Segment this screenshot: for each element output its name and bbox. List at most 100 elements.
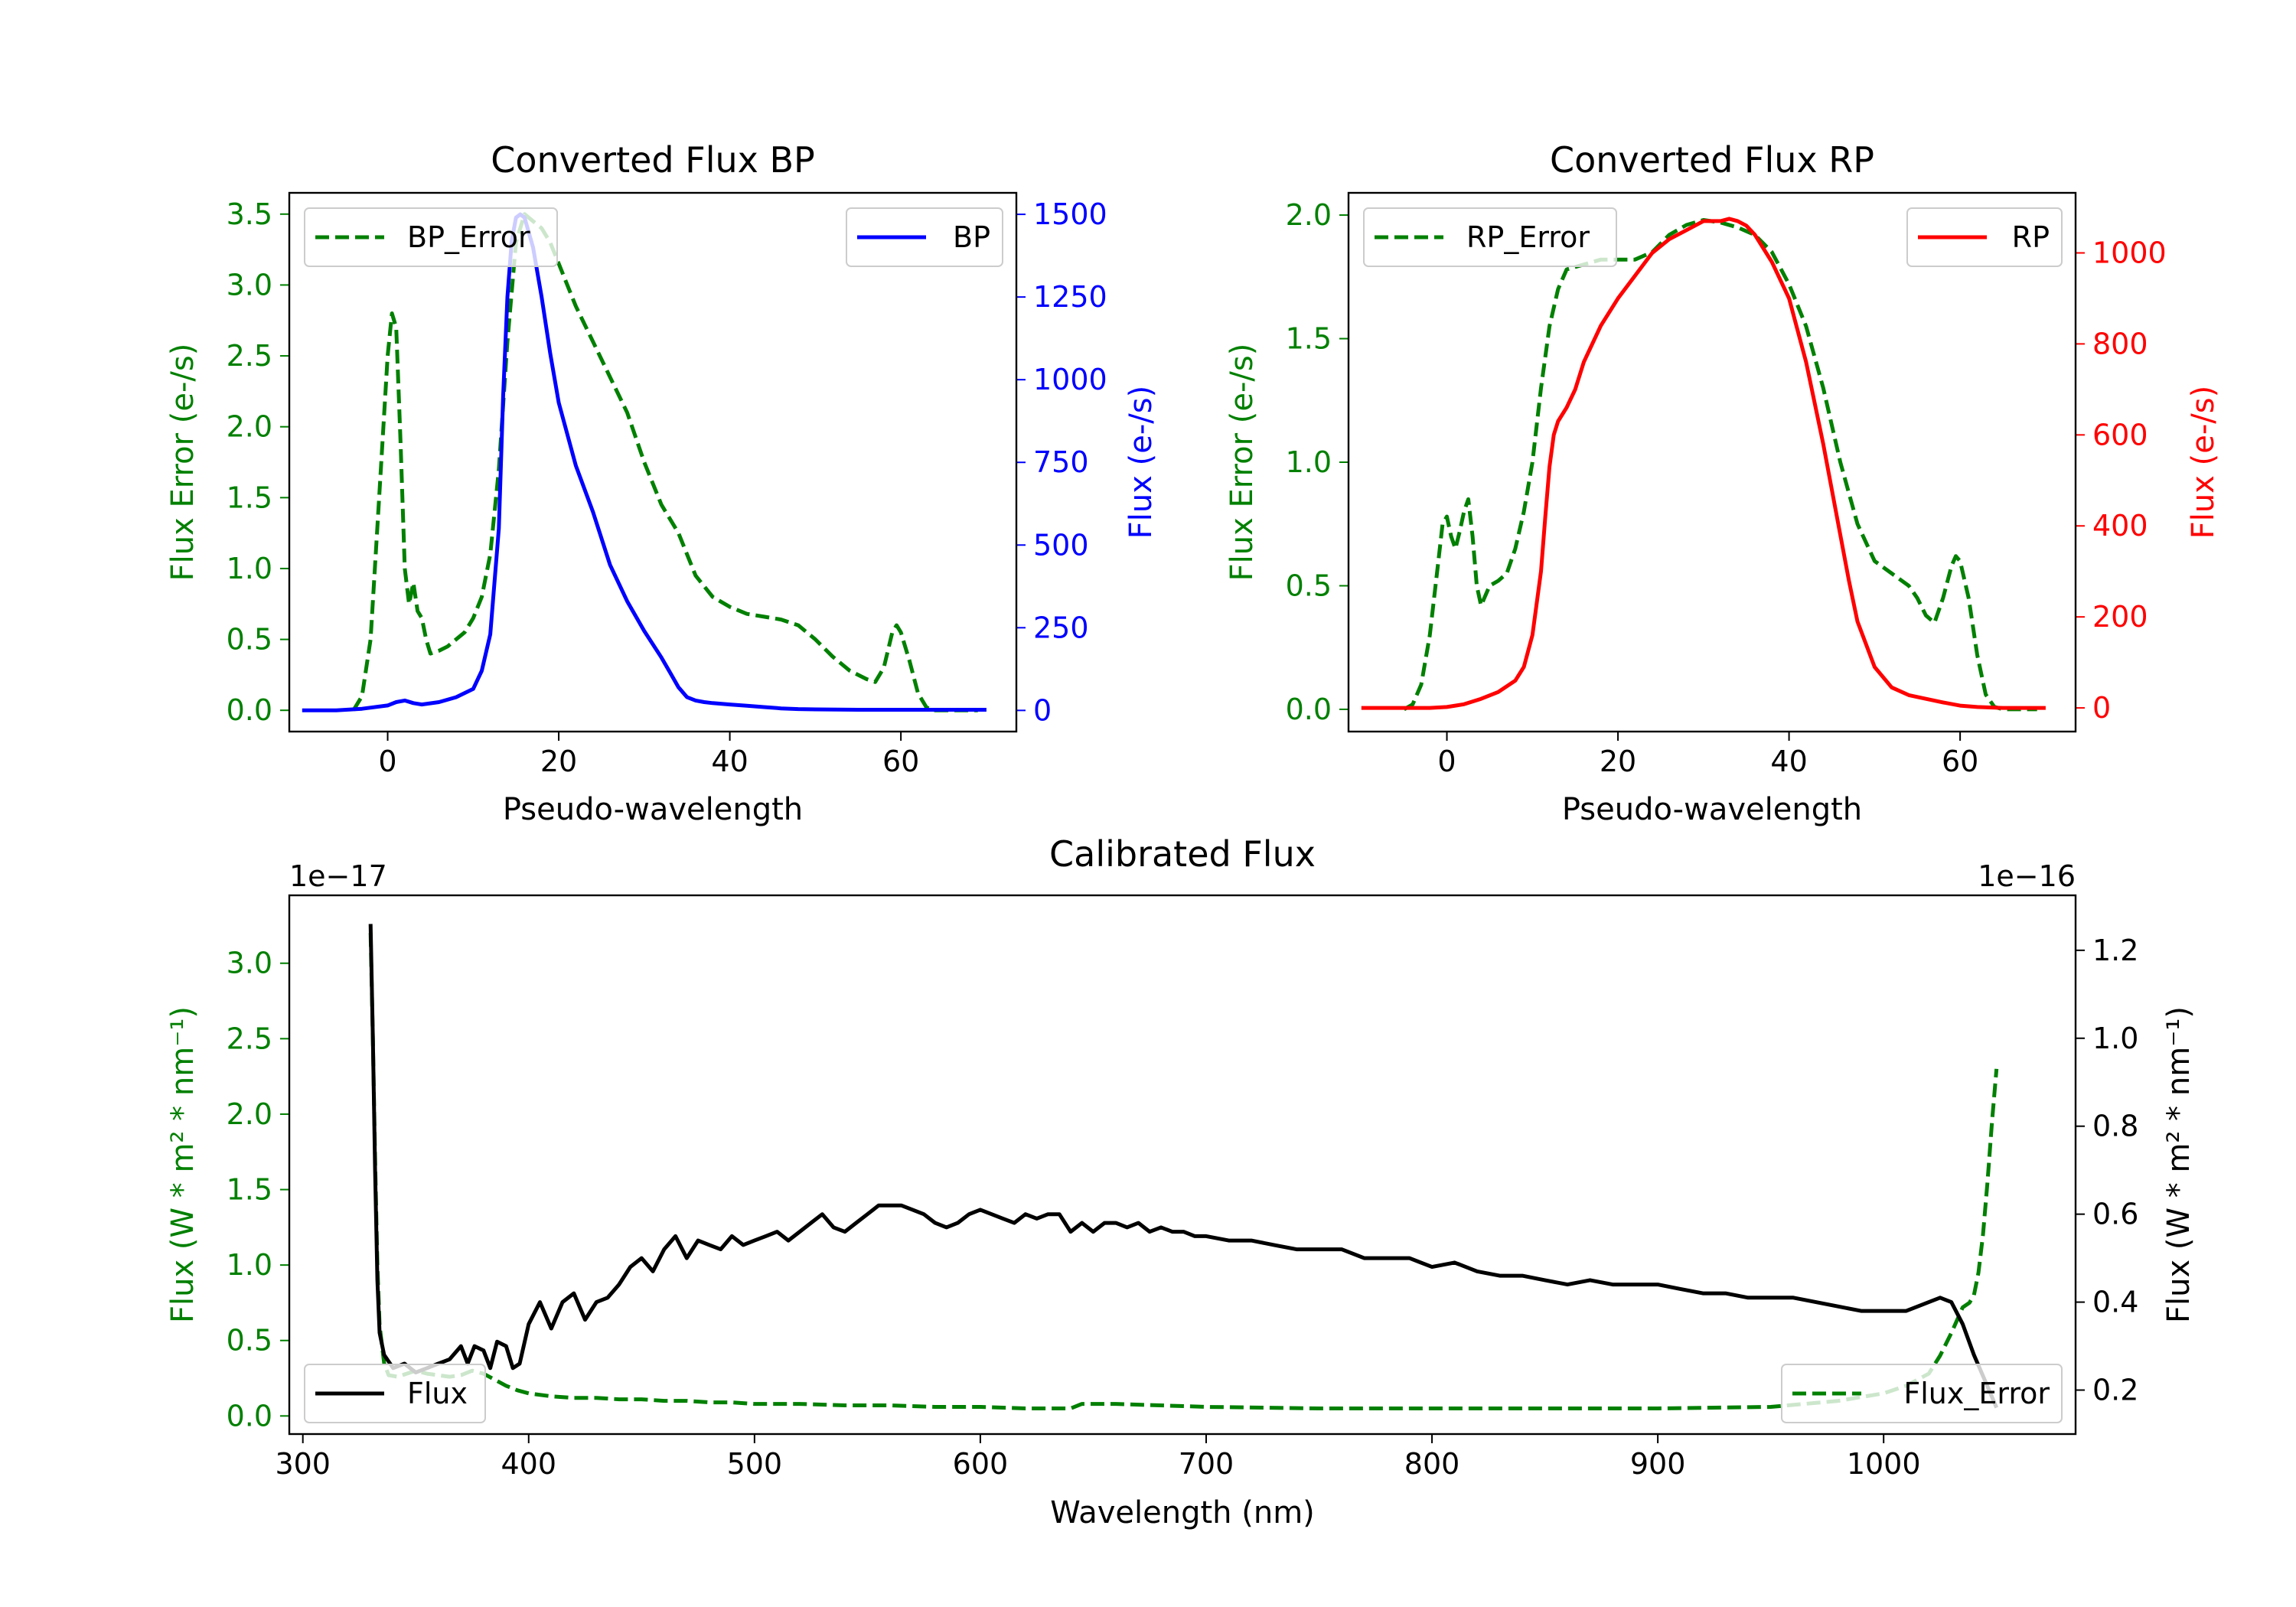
panel-bp-legend-left-box (304, 207, 558, 267)
panel-calibrated-x-tick-label-6: 900 (1630, 1447, 1686, 1481)
panel-calibrated-right-y-label: Flux (W * m² * nm⁻¹) (2161, 1006, 2197, 1323)
panel-calibrated-legend-left: Flux (304, 1364, 486, 1423)
panel-calibrated-left-tick-label-1: 0.5 (227, 1324, 272, 1358)
panel-rp-left-tick-label-2: 1.0 (1286, 445, 1332, 479)
panel-bp-x-label: Pseudo-wavelength (503, 792, 803, 827)
panel-rp-legend-left-label: RP_Error (1466, 220, 1590, 254)
panel-calibrated-right-tick-label-3: 0.8 (2092, 1110, 2138, 1143)
panel-rp-right-tick-label-0: 0 (2092, 691, 2111, 725)
panel-rp-series-rp-error (1403, 218, 2037, 712)
panel-rp-right-tick-label-2: 400 (2092, 509, 2148, 543)
panel-bp-left-y-label: Flux Error (e-/s) (165, 344, 201, 582)
panel-calibrated-legend-left-label: Flux (407, 1377, 468, 1410)
panel-calibrated-x-tick-label-4: 700 (1179, 1447, 1234, 1481)
panel-calibrated-series-flux (368, 924, 1998, 1409)
panel-rp-legend-left: RP_Error (1363, 207, 1617, 267)
panel-bp-right-tick-label-0: 0 (1033, 693, 1052, 727)
panel-bp-x-tick-label-1: 20 (540, 745, 577, 778)
panel-rp-right-y-label: Flux (e-/s) (2186, 386, 2221, 539)
panel-calibrated-offset-right: 1e−16 (1978, 859, 2076, 893)
panel-calibrated-left-tick-label-0: 0.0 (227, 1399, 272, 1433)
panel-bp-right-tick-label-4: 1000 (1033, 363, 1107, 396)
panel-bp-series-bp (302, 212, 987, 712)
panel-calibrated-right-tick-label-2: 0.6 (2092, 1198, 2138, 1231)
panel-rp-left-tick-label-4: 2.0 (1286, 198, 1332, 232)
panel-calibrated-x-tick-label-3: 600 (953, 1447, 1009, 1481)
panel-bp-x-tick-label-2: 40 (711, 745, 748, 778)
panel-bp-right-tick-label-1: 250 (1033, 611, 1089, 644)
panel-calibrated-x-tick-label-1: 400 (501, 1447, 557, 1481)
panel-calibrated-right-tick-label-1: 0.4 (2092, 1286, 2138, 1319)
panel-rp-frame (1347, 191, 2077, 733)
panel-calibrated-x-tick-label-7: 1000 (1847, 1447, 1921, 1481)
panel-rp-plot: 0 20 40 60 0.0 0.5 1.0 1.5 2.0 0 200 400 600 800 1000 (1286, 198, 2167, 778)
panel-rp-title: Converted Flux RP (1550, 139, 1874, 181)
panel-calibrated-legend-right-box (1781, 1364, 2063, 1423)
panel-bp-right-tick-label-5: 1250 (1033, 280, 1107, 314)
panel-bp-frame (288, 191, 1018, 733)
panel-calibrated-right-tick-label-0: 0.2 (2092, 1374, 2138, 1407)
panel-rp-right-tick-label-5: 1000 (2092, 236, 2167, 269)
panel-calibrated-left-tick-label-2: 1.0 (227, 1248, 272, 1282)
panel-rp-legend-left-box (1363, 207, 1617, 267)
panel-calibrated-left-tick-label-6: 3.0 (227, 947, 272, 980)
panel-bp-right-tick-label-2: 500 (1033, 528, 1089, 562)
panel-calibrated-right-tick-label-4: 1.0 (2092, 1022, 2138, 1055)
panel-bp-legend-right: BP (846, 207, 1003, 267)
panel-bp-left-tick-label-0: 0.0 (227, 693, 272, 727)
panel-calibrated-legend-right: Flux_Error (1781, 1364, 2063, 1423)
panel-rp-right-tick-label-3: 600 (2092, 418, 2148, 451)
panel-calibrated-x-tick-label-5: 800 (1404, 1447, 1460, 1481)
panel-calibrated-x-tick-label-2: 500 (727, 1447, 783, 1481)
panel-bp-legend-right-label: BP (953, 220, 990, 254)
panel-calibrated-legend-left-box (304, 1364, 486, 1423)
panel-bp-left-tick-label-5: 2.5 (227, 339, 272, 373)
panel-rp-x-label: Pseudo-wavelength (1562, 792, 1862, 827)
panel-bp-right-tick-label-6: 1500 (1033, 197, 1107, 231)
panel-calibrated-left-y-label: Flux (W * m² * nm⁻¹) (165, 1006, 201, 1323)
panel-rp-left-tick-label-0: 0.0 (1286, 693, 1332, 726)
panel-bp-left-tick-label-6: 3.0 (227, 268, 272, 302)
panel-rp-x-tick-label-0: 0 (1437, 745, 1456, 778)
panel-calibrated-x-label: Wavelength (nm) (1050, 1495, 1315, 1530)
panel-calibrated-offset-left: 1e−17 (289, 859, 387, 893)
panel-rp-right-tick-label-1: 200 (2092, 600, 2148, 634)
panel-bp-left-tick-label-1: 0.5 (227, 623, 272, 657)
panel-rp-legend-right: RP (1906, 207, 2063, 267)
panel-bp-left-tick-label-2: 1.0 (227, 552, 272, 585)
panel-rp-left-tick-label-3: 1.5 (1286, 322, 1332, 356)
panel-rp-x-tick-label-3: 60 (1942, 745, 1978, 778)
panel-bp-legend-left-label: BP_Error (407, 220, 530, 254)
panel-bp-legend-left: BP_Error (304, 207, 558, 267)
panel-rp-left-y-label: Flux Error (e-/s) (1225, 344, 1260, 582)
panel-bp-x-tick-label-3: 60 (882, 745, 919, 778)
panel-rp-series-rp (1361, 217, 2046, 710)
panel-calibrated-frame (288, 894, 2077, 1436)
panel-rp-right-tick-label-4: 800 (2092, 327, 2148, 360)
panel-calibrated-left-tick-label-4: 2.0 (227, 1097, 272, 1131)
panel-bp-title: Converted Flux BP (491, 139, 815, 181)
panel-bp-left-tick-label-7: 3.5 (227, 197, 272, 231)
panel-bp-series-bp-error (351, 212, 978, 712)
panel-calibrated-plot: 300 400 500 600 700 800 900 1000 0.0 0.5 1.0 1.5 2.0… (227, 924, 2138, 1481)
panel-calibrated-legend-right-label: Flux_Error (1903, 1377, 2050, 1410)
panel-bp-left-tick-label-4: 2.0 (227, 410, 272, 444)
panel-calibrated-left-tick-label-3: 1.5 (227, 1173, 272, 1207)
panel-bp-right-tick-label-3: 750 (1033, 445, 1089, 479)
panel-rp: Converted Flux RP 0 20 40 60 0.0 0.5 1.0 1.5 2.0… (1225, 139, 2221, 827)
panel-rp-x-tick-label-2: 40 (1770, 745, 1807, 778)
panel-bp-left-tick-label-3: 1.5 (227, 481, 272, 514)
panel-rp-left-tick-label-1: 0.5 (1286, 569, 1332, 602)
panel-calibrated-x-tick-label-0: 300 (275, 1447, 331, 1481)
panel-bp-x-tick-label-0: 0 (378, 745, 396, 778)
panel-rp-x-tick-label-1: 20 (1600, 745, 1636, 778)
panel-bp-plot: 0 20 40 60 0.0 0.5 1.0 1.5 2.0 2.5 3.0 3.5 0 250 500 75… (227, 197, 1107, 778)
panel-calibrated-right-tick-label-5: 1.2 (2092, 934, 2138, 967)
panel-bp-right-y-label: Flux (e-/s) (1124, 386, 1159, 539)
panel-calibrated-title: Calibrated Flux (1049, 833, 1316, 875)
panel-rp-legend-right-label: RP (2012, 220, 2050, 254)
panel-bp: Converted Flux BP 0 20 40 60 0.0 0.5 1.0 1.5 2.0… (165, 139, 1159, 827)
panel-calibrated: Calibrated Flux 1e−17 1e−16 300 400 500 600… (165, 833, 2197, 1530)
panel-calibrated-left-tick-label-5: 2.5 (227, 1022, 272, 1055)
